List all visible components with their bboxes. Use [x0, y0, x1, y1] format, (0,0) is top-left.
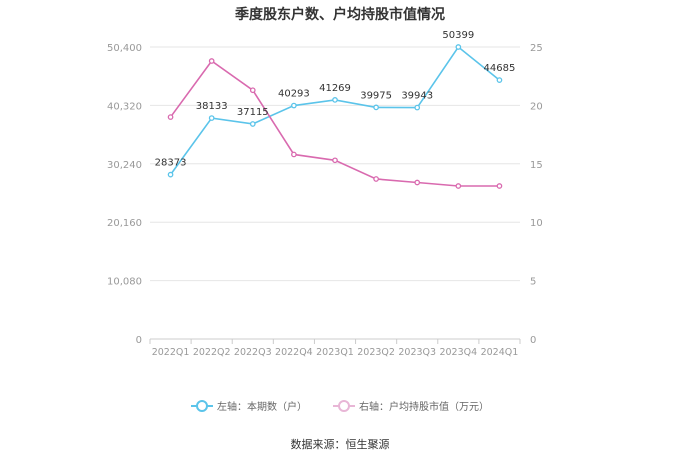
data-point-right	[496, 183, 503, 189]
data-point-right	[167, 114, 174, 120]
legend-item-right[interactable]: 右轴：户均持股市值（万元）	[333, 398, 489, 413]
left-axis: 0 10,080 20,160 30,240 40,320 50,400	[107, 43, 142, 346]
legend: 左轴：本期数（户） 右轴：户均持股市值（万元）	[0, 398, 680, 413]
data-label: 44685	[484, 63, 516, 74]
x-tick-label: 2022Q3	[234, 347, 272, 358]
data-point-left	[414, 104, 421, 111]
data-point-right	[332, 157, 338, 164]
data-point-left	[249, 121, 256, 127]
legend-label-right: 右轴：户均持股市值（万元）	[359, 402, 489, 413]
left-tick-label: 50,400	[107, 43, 142, 54]
right-tick-label: 15	[530, 160, 543, 171]
left-tick-label: 40,320	[107, 101, 142, 112]
x-tick-label: 2022Q2	[193, 347, 231, 358]
x-tick-label: 2023Q2	[357, 347, 395, 358]
legend-swatch-right	[333, 399, 355, 412]
data-point-left	[208, 115, 215, 121]
data-point-left	[496, 77, 503, 83]
data-point-right	[249, 87, 256, 94]
data-point-right	[208, 58, 215, 64]
data-point-right	[373, 176, 379, 182]
left-tick-label: 30,240	[107, 160, 142, 171]
left-tick-label: 0	[136, 335, 142, 346]
data-label: 28373	[155, 158, 187, 169]
x-tick-label: 2022Q1	[152, 347, 190, 358]
left-tick-label: 20,160	[107, 218, 142, 229]
series-group	[167, 44, 503, 189]
data-label: 39975	[360, 90, 392, 101]
data-label: 39943	[401, 91, 433, 102]
data-point-left	[167, 171, 174, 178]
chart-title: 季度股东户数、户均持股市值情况	[235, 7, 445, 23]
series-line-right	[169, 59, 500, 187]
right-axis: 0 5 10 15 20 25	[530, 43, 543, 346]
data-source: 数据来源：恒生聚源	[290, 438, 390, 451]
right-tick-label: 10	[530, 218, 543, 229]
right-tick-label: 20	[530, 101, 543, 112]
x-axis: 2022Q1 2022Q2 2022Q3 2022Q4 2023Q1 2023Q2 2023…	[149, 338, 521, 358]
x-tick-label: 2023Q1	[316, 347, 354, 358]
data-label: 40293	[278, 89, 310, 100]
data-point-right	[291, 151, 297, 158]
x-tick-label: 2024Q1	[481, 347, 519, 358]
right-tick-label: 5	[530, 277, 536, 288]
x-tick-label: 2023Q3	[398, 347, 436, 358]
data-labels: 28373 38133 37115 40293 41269 39975 39943 50399…	[155, 30, 516, 169]
data-label: 38133	[196, 101, 228, 112]
data-point-left	[291, 102, 297, 109]
legend-label-left: 左轴：本期数（户）	[217, 402, 307, 413]
data-point-left	[455, 44, 462, 50]
data-label: 37115	[237, 107, 269, 118]
data-point-right	[414, 179, 421, 186]
data-label: 50399	[442, 30, 474, 41]
legend-item-left[interactable]: 左轴：本期数（户）	[191, 398, 307, 413]
left-tick-label: 10,080	[107, 277, 142, 288]
data-point-left	[332, 97, 338, 103]
data-point-right	[455, 183, 462, 189]
data-point-left	[373, 104, 379, 111]
right-tick-label: 25	[530, 43, 543, 54]
data-label: 41269	[319, 83, 351, 94]
right-tick-label: 0	[530, 335, 536, 346]
legend-swatch-left	[191, 399, 213, 412]
x-tick-label: 2023Q4	[439, 347, 477, 358]
x-tick-label: 2022Q4	[275, 347, 313, 358]
